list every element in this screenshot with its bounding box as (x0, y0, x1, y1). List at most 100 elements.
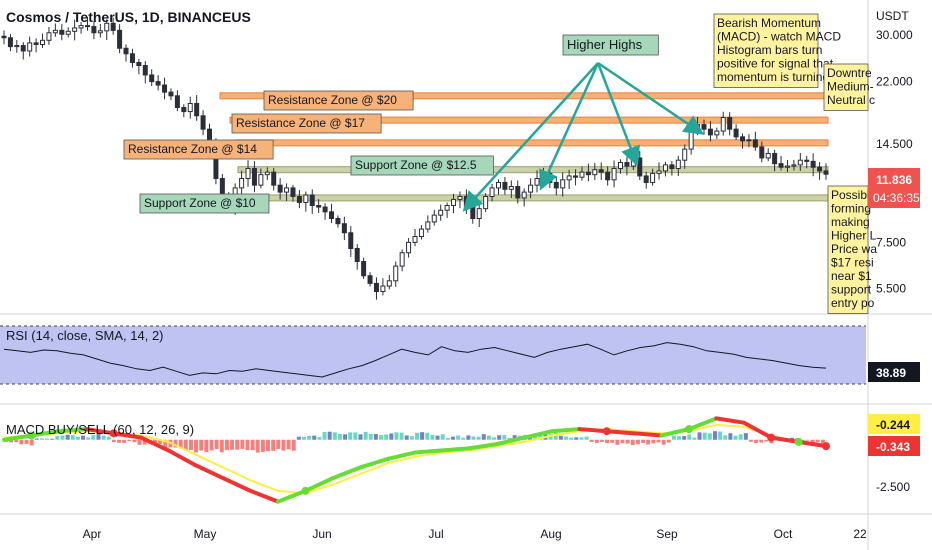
macd-hist-bar (322, 431, 327, 440)
macd-line-segment (248, 488, 280, 504)
zone-label-10: Support Zone @ $10 (144, 196, 256, 210)
possible-note-line: $17 resi (831, 256, 874, 270)
candle-body (585, 171, 591, 176)
macd-line-segment (714, 416, 746, 425)
zone-label-12-5: Support Zone @ $12.5 (355, 158, 477, 172)
countdown: 04:36:35 (873, 191, 920, 205)
macd-hist-bar (589, 439, 594, 442)
macd-hist-bar (358, 434, 363, 440)
macd-hist-bar (738, 434, 743, 440)
macd-hist-bar (255, 439, 260, 453)
macd-hist-bar (718, 431, 723, 440)
candle-body (650, 172, 656, 183)
candle-body (59, 29, 65, 35)
macd-signal-value: -0.244 (876, 418, 910, 432)
macd-hist-bar (101, 435, 106, 440)
possible-note-bg (827, 185, 869, 314)
macd-hist-bar (605, 439, 610, 444)
candle-body (72, 27, 78, 32)
zone-label-12-5-bg (350, 155, 494, 176)
price-tick-label: 22.000 (876, 75, 913, 89)
candle-body (168, 91, 174, 97)
macd-cross-dot (602, 427, 611, 436)
macd-hist-bar (373, 433, 378, 440)
macd-hist-bar (286, 439, 291, 450)
candle-body (399, 252, 405, 267)
price-axis-ticks: 30.000 22.000 14.500 7.500 5.500 (876, 28, 913, 295)
macd-hist-bar (630, 439, 635, 446)
macd-hist-bar (204, 439, 209, 453)
macd-hist-bar (677, 436, 682, 440)
zone-label-17-bg (231, 113, 382, 134)
macd-cross-dots (27, 425, 830, 495)
macd-hist-bar (764, 439, 769, 442)
candle-body (495, 181, 501, 189)
macd-hist-bar (533, 435, 538, 440)
macd-hist-bar (245, 439, 250, 451)
candle-body (65, 30, 71, 35)
macd-hist-bar (152, 439, 157, 444)
macd-line-segment (796, 439, 828, 449)
macd-hist-bar (14, 439, 19, 443)
macd-line-segment (632, 431, 664, 438)
macd-line-segment (166, 448, 198, 468)
candle-body (367, 275, 373, 284)
candle-body (316, 205, 322, 208)
macd-hist-bar (594, 439, 599, 443)
bearish-note-line: Bearish Momentum (717, 16, 821, 30)
macd-hist-bar (194, 439, 199, 453)
macd-hist-bar (348, 432, 353, 440)
macd-hist-bar (620, 439, 625, 444)
candle-body (97, 30, 103, 34)
macd-hist-bar (34, 438, 39, 440)
candle-body (393, 265, 399, 282)
macd-hist-bar (815, 439, 820, 443)
time-tick-label: May (194, 527, 217, 541)
macd-line-segment (385, 450, 417, 461)
macd-hist-bar (312, 435, 317, 440)
candle-body (784, 165, 790, 168)
possible-note-line: making (831, 215, 870, 229)
macd-hist-bar (615, 439, 620, 445)
macd-histogram (4, 431, 825, 453)
macd-hist-bar (420, 432, 425, 440)
candle-body (528, 184, 534, 193)
chart-title: Cosmos / TetherUS, 1D, BINANCEUS (6, 9, 251, 25)
rsi-value-badge (868, 362, 920, 382)
macd-hist-bar (158, 439, 163, 444)
macd-hist-bar (384, 434, 389, 440)
candle-body (341, 223, 347, 234)
candle-body (772, 152, 778, 165)
macd-line-segment (276, 488, 308, 504)
candle-body (271, 171, 277, 186)
candle-body (618, 162, 623, 169)
candle-body (348, 232, 354, 249)
macd-hist-bar (39, 438, 44, 440)
higher-highs-label-bg (562, 34, 659, 56)
candle-body (727, 117, 733, 130)
rsi-value: 38.89 (876, 366, 906, 380)
candle-body (740, 136, 746, 142)
candle-body (759, 146, 765, 159)
macd-hist-bar (389, 433, 394, 440)
macd-hist-bar (579, 437, 584, 440)
candle-body (329, 211, 335, 220)
possible-note-line: Price wa (831, 242, 877, 256)
time-tick-label: Jun (312, 527, 331, 541)
downtrend-note-line: Downtre (827, 66, 872, 80)
macd-hist-bar (353, 432, 358, 440)
macd-cross-dot (109, 429, 118, 438)
possible-note-line: forming (831, 202, 871, 216)
candle-body (598, 169, 604, 173)
macd-hist-bar (466, 435, 471, 440)
candle-body (380, 285, 386, 292)
time-tick-label: Sep (656, 527, 678, 541)
candle-body (194, 102, 200, 117)
macd-hist-bar (327, 431, 332, 440)
macd-line-segment (550, 427, 582, 434)
macd-hist-bar (271, 439, 276, 451)
macd-cross-dot (301, 486, 310, 495)
higher-highs-arrows (462, 61, 705, 212)
macd-hist-bar (368, 433, 373, 440)
